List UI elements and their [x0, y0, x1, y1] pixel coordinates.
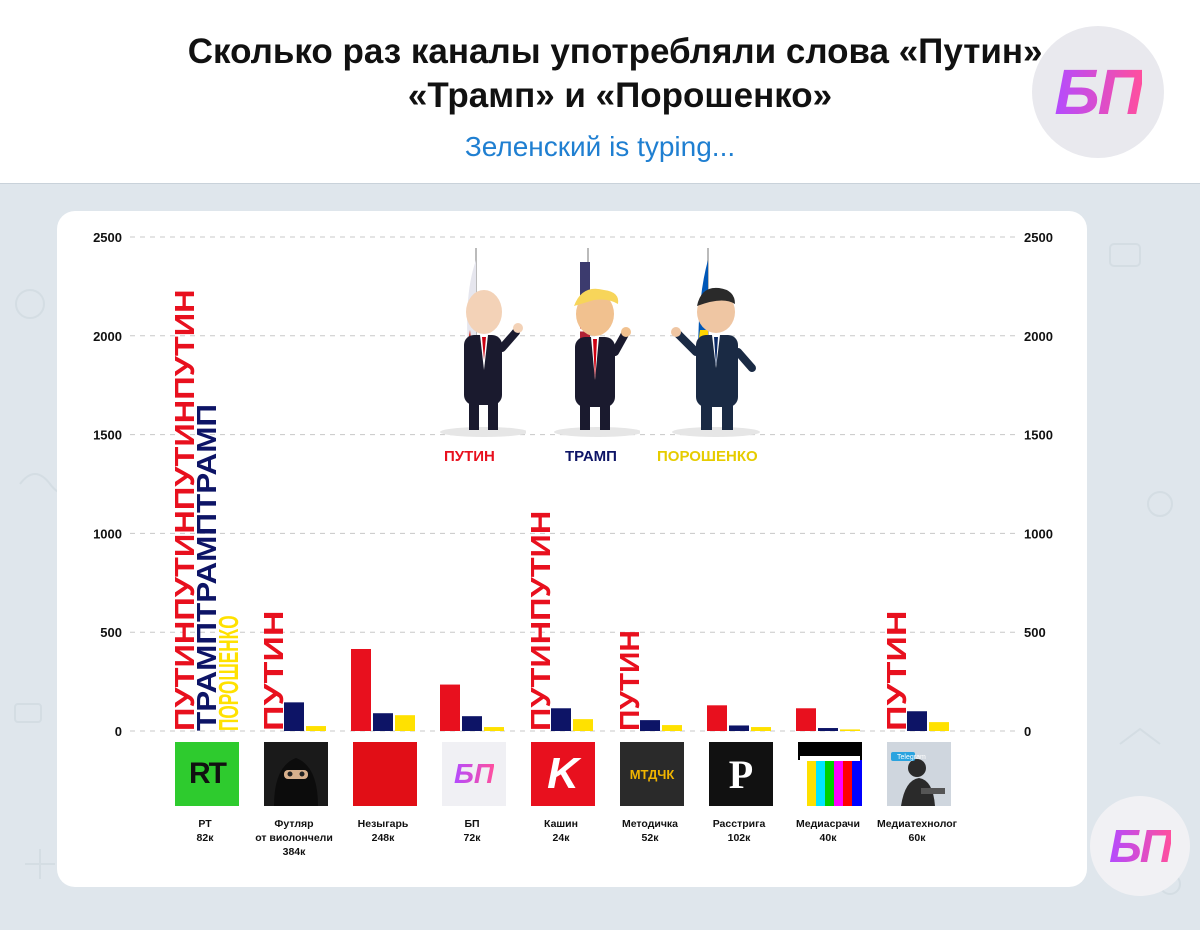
bar [840, 729, 860, 731]
trump-illustration-icon [554, 248, 640, 437]
y-tick-label-right: 2000 [1024, 329, 1053, 344]
bar [729, 725, 749, 731]
bar [573, 719, 593, 731]
bp-logo-text: БП [1054, 56, 1143, 128]
y-tick-label-left: 500 [100, 625, 122, 640]
legend-putin: ПУТИН [444, 448, 495, 465]
bar [640, 720, 660, 731]
header: Сколько раз каналы употребляли слова «Пу… [0, 0, 1200, 184]
bar-word: ПУТИН [614, 630, 645, 731]
bar-word: ПУТИН [881, 610, 912, 731]
bar-word: ПУТИНПУТИН [525, 511, 556, 731]
legend-trump: ТРАМП [565, 448, 617, 465]
bar [306, 726, 326, 731]
bar [751, 727, 771, 731]
y-tick-label-left: 1500 [93, 428, 122, 443]
legend-label: ПОРОШЕНКО [657, 448, 758, 465]
y-tick-label-right: 2500 [1024, 230, 1053, 245]
channel-label: БП 72к [463, 818, 481, 844]
bp-channel-logo-text: БП [454, 758, 494, 789]
rasstriga-logo-text: P [728, 751, 754, 797]
rasstriga-logo: P [709, 742, 773, 806]
channel-label: Кашин 24к [544, 818, 578, 844]
channel-label: Расстрига 102к [712, 818, 766, 844]
mediatehnolog-logo-icon: Telegram [887, 742, 951, 806]
bar [818, 728, 838, 731]
bar [662, 725, 682, 731]
y-tick-label-left: 0 [115, 724, 122, 739]
channel-label: Незыгарь 248к [357, 818, 409, 844]
page-title: Сколько раз каналы употребляли слова «Пу… [187, 32, 1053, 115]
bar [373, 713, 393, 731]
bar [284, 702, 304, 731]
channel-label: Медиатехнолог 60к [876, 818, 958, 844]
bar [551, 708, 571, 731]
bar [462, 716, 482, 731]
mediasrachi-logo-icon [798, 742, 862, 806]
rt-logo: RT [175, 742, 239, 806]
nezygar-logo-icon [353, 742, 417, 806]
metodichka-logo: МТДЧК [620, 742, 684, 806]
page-subtitle: Зеленский is typing... [464, 131, 736, 162]
putin-illustration-icon [440, 248, 526, 437]
channel-label: Медиасрачи 40к [796, 818, 860, 844]
bar [351, 648, 371, 731]
bar-word: ПУТИН [258, 610, 289, 731]
channel-label: РТ 82к [196, 818, 214, 844]
y-tick-label-left: 2000 [93, 329, 122, 344]
kashin-logo: K [531, 742, 595, 806]
metodichka-logo-text: МТДЧК [629, 766, 675, 782]
bar-word: ТРАМПТРАМПТРАМП [191, 404, 222, 731]
bar [929, 722, 949, 731]
y-tick-label-right: 1000 [1024, 526, 1053, 541]
channel-label: Футляр от виолончели 384к [255, 818, 333, 858]
kashin-logo-text: K [547, 749, 579, 798]
telegram-label: Telegram [897, 754, 926, 761]
bar-word: ПОРОШЕНКО [213, 615, 244, 731]
y-tick-label-left: 2500 [93, 230, 122, 245]
bp-logo-text: БП [1109, 820, 1173, 872]
bp-channel-logo: БП [442, 742, 506, 806]
bar [907, 711, 927, 731]
y-tick-label-right: 0 [1024, 724, 1031, 739]
bar-word: ПУТИНПУТИНПУТИНПУТИН [169, 289, 200, 731]
legend-label: ПУТИН [444, 448, 495, 465]
bar [707, 705, 727, 731]
channel-label: Методичка 52к [621, 818, 679, 844]
legend-poroshenko: ПОРОШЕНКО [657, 448, 758, 465]
balaclava-logo-icon [264, 742, 328, 806]
y-tick-label-right: 500 [1024, 625, 1046, 640]
y-tick-label-left: 1000 [93, 526, 122, 541]
poroshenko-illustration-icon [671, 248, 760, 437]
rt-logo-text: RT [189, 757, 227, 790]
bp-logo-top: БП [1032, 26, 1164, 158]
y-tick-label-right: 1500 [1024, 428, 1053, 443]
bar [395, 715, 415, 731]
bar [440, 684, 460, 731]
bar [796, 708, 816, 731]
legend-label: ТРАМП [565, 448, 617, 465]
bp-logo-bottom: БП [1090, 796, 1190, 896]
bar [484, 727, 504, 731]
